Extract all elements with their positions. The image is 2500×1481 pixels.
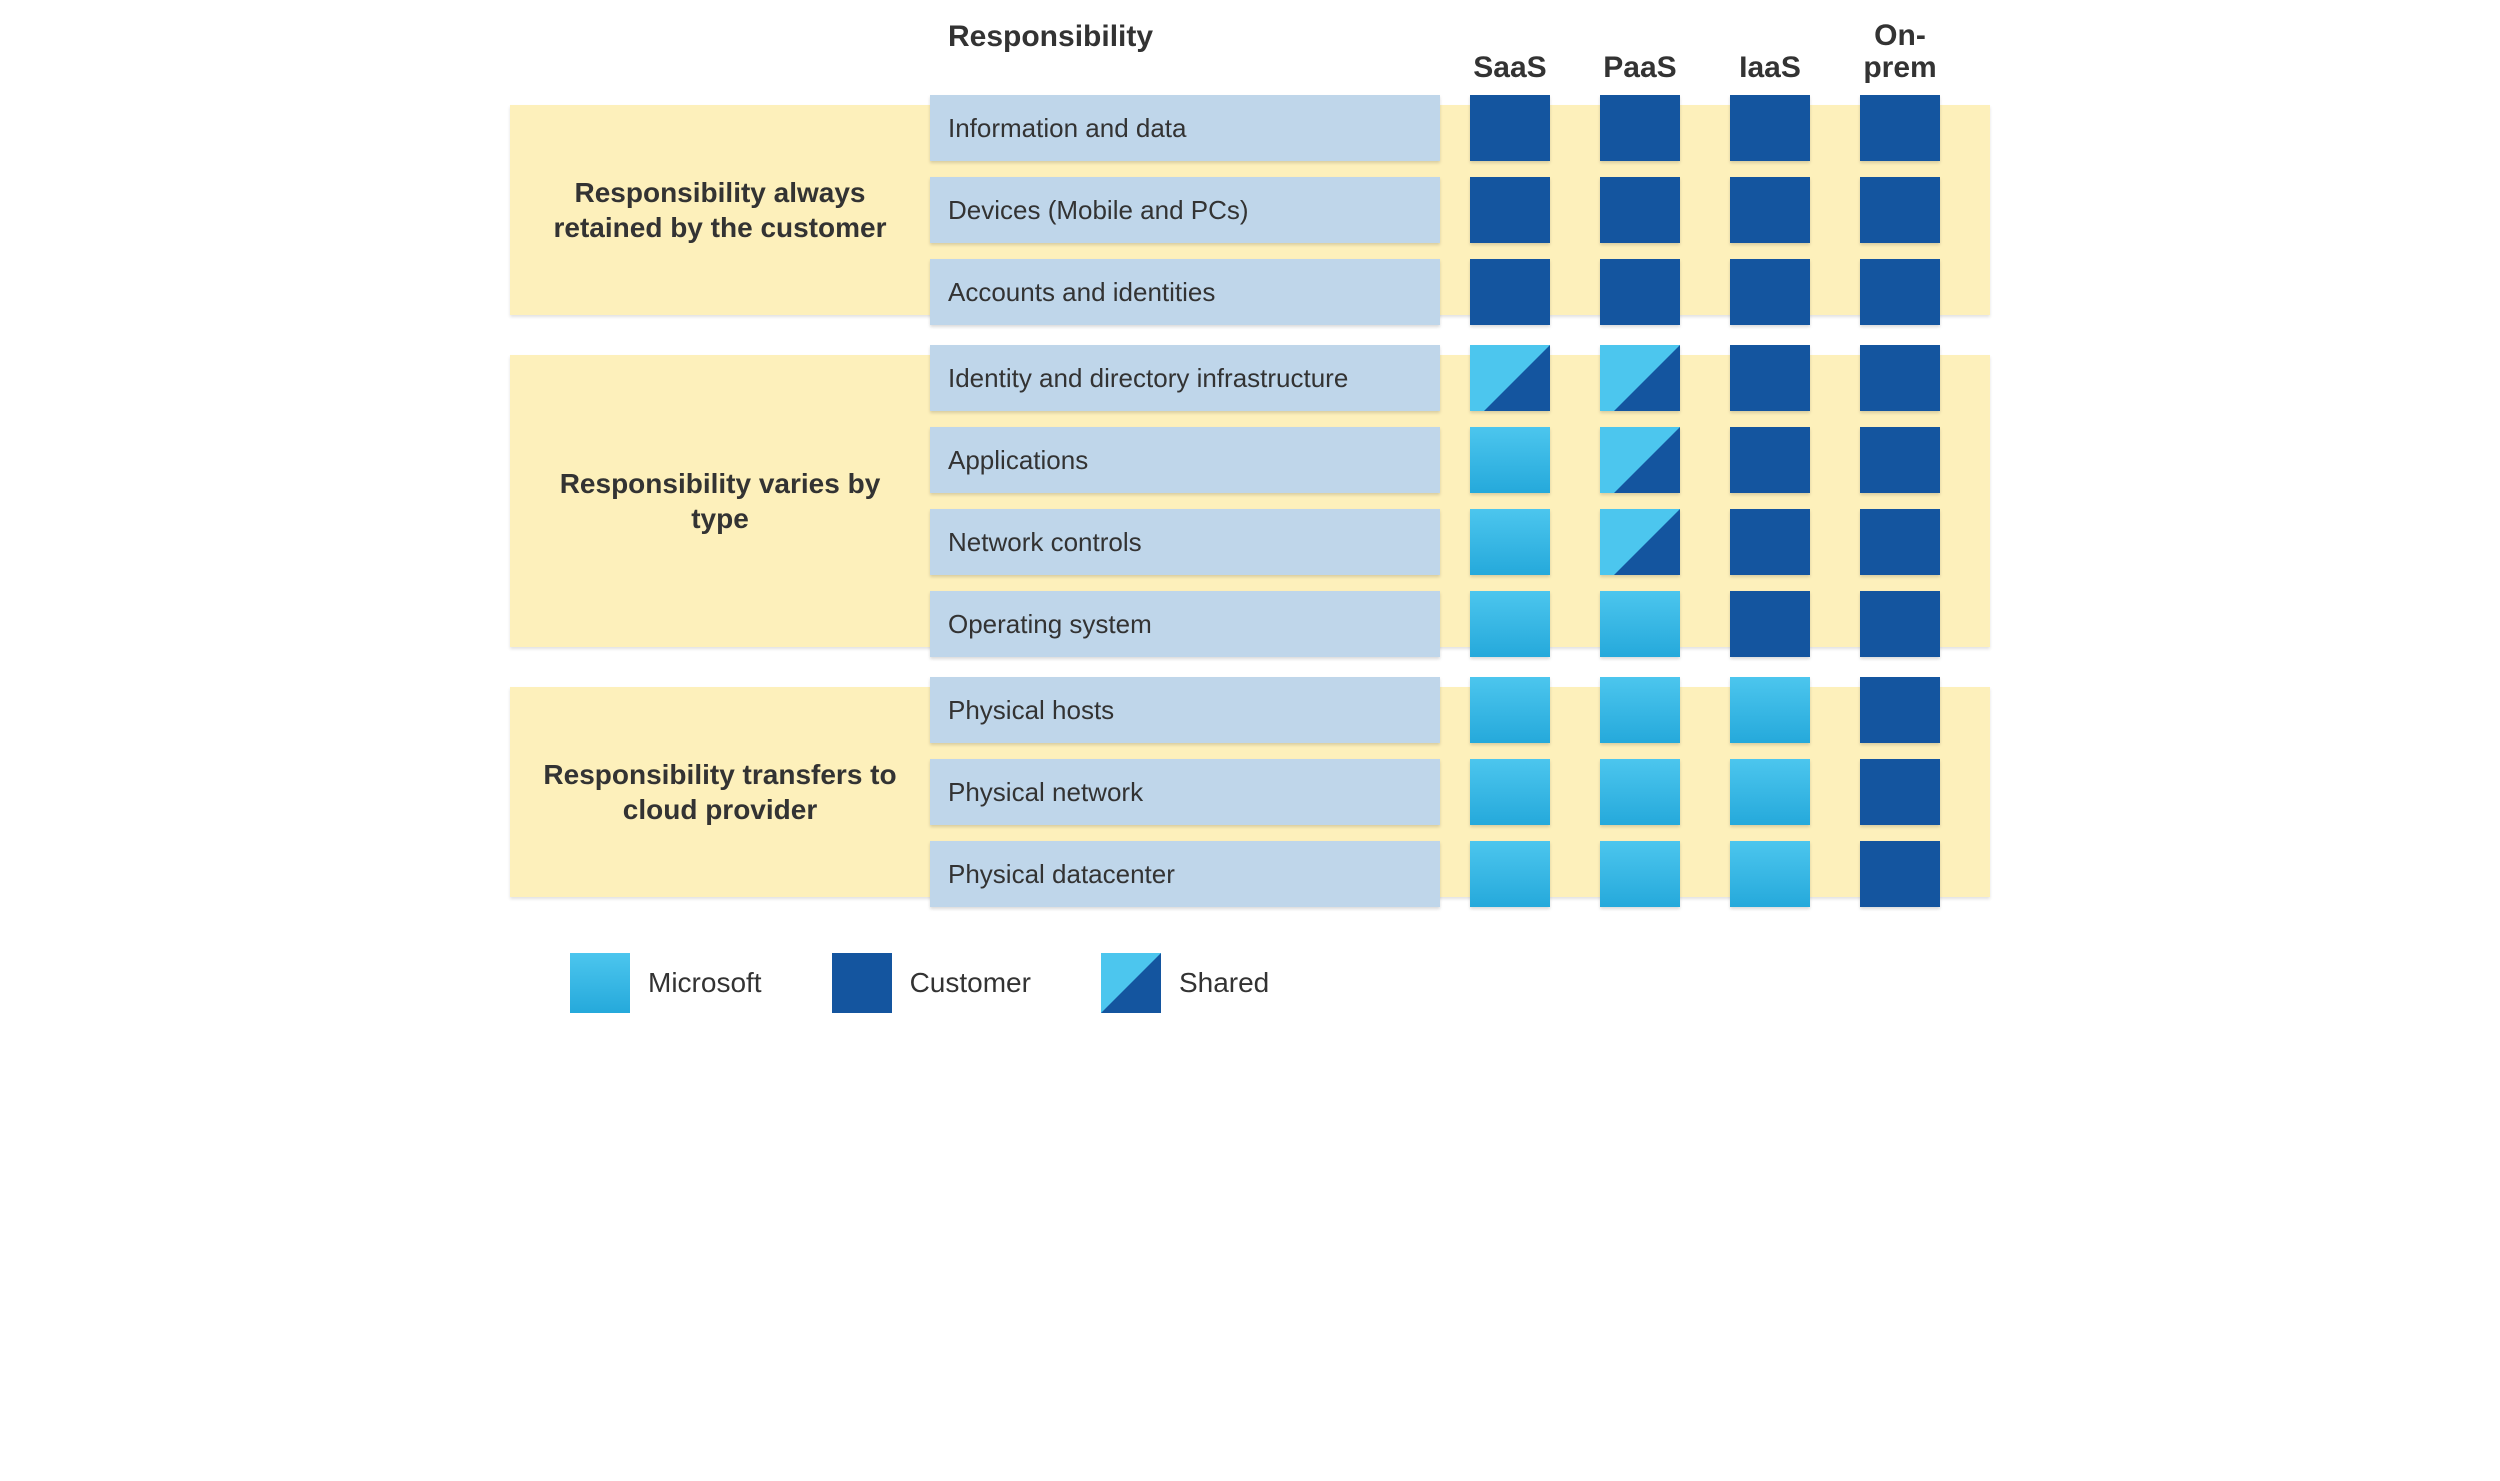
matrix-cell — [1470, 841, 1550, 907]
group: Responsibility always retained by the cu… — [510, 91, 1990, 329]
header-col-onprem: On-prem — [1860, 20, 1940, 83]
header-spacer — [510, 20, 930, 83]
table-row: Accounts and identities — [930, 255, 1970, 329]
group-label: Responsibility varies by type — [510, 341, 930, 661]
matrix-cell — [1730, 177, 1810, 243]
matrix-cell — [1730, 345, 1810, 411]
group-label: Responsibility transfers to cloud provid… — [510, 673, 930, 911]
matrix-cell — [1860, 509, 1940, 575]
matrix-cell — [1600, 259, 1680, 325]
matrix-cell — [1600, 591, 1680, 657]
matrix-cell — [1730, 427, 1810, 493]
responsibility-label: Identity and directory infrastructure — [930, 345, 1440, 411]
responsibility-label: Accounts and identities — [930, 259, 1440, 325]
header-responsibility: Responsibility — [930, 20, 1440, 83]
table-row: Physical hosts — [930, 673, 1970, 747]
matrix-cell — [1600, 345, 1680, 411]
matrix-cell — [1860, 95, 1940, 161]
legend-label: Customer — [910, 967, 1031, 999]
legend: Microsoft Customer Shared — [570, 953, 1990, 1013]
matrix-cell — [1470, 677, 1550, 743]
responsibility-label: Physical datacenter — [930, 841, 1440, 907]
table-row: Information and data — [930, 91, 1970, 165]
responsibility-matrix: Responsibility SaaS PaaS IaaS On-prem Re… — [510, 20, 1990, 1013]
matrix-cell — [1860, 345, 1940, 411]
legend-item: Microsoft — [570, 953, 762, 1013]
matrix-cell — [1600, 95, 1680, 161]
legend-label: Shared — [1179, 967, 1269, 999]
matrix-cell — [1600, 841, 1680, 907]
matrix-cell — [1600, 427, 1680, 493]
header-col-paas: PaaS — [1600, 20, 1680, 83]
responsibility-label: Information and data — [930, 95, 1440, 161]
header-row: Responsibility SaaS PaaS IaaS On-prem — [510, 20, 1990, 83]
matrix-cell — [1470, 95, 1550, 161]
matrix-cell — [1730, 259, 1810, 325]
matrix-cell — [1600, 509, 1680, 575]
table-row: Network controls — [930, 505, 1970, 579]
table-row: Identity and directory infrastructure — [930, 341, 1970, 415]
matrix-cell — [1730, 841, 1810, 907]
matrix-cell — [1860, 677, 1940, 743]
matrix-cell — [1730, 759, 1810, 825]
table-row: Physical network — [930, 755, 1970, 829]
matrix-cell — [1470, 177, 1550, 243]
responsibility-label: Applications — [930, 427, 1440, 493]
responsibility-label: Operating system — [930, 591, 1440, 657]
matrix-cell — [1600, 759, 1680, 825]
table-row: Devices (Mobile and PCs) — [930, 173, 1970, 247]
header-col-iaas: IaaS — [1730, 20, 1810, 83]
matrix-cell — [1860, 759, 1940, 825]
matrix-cell — [1470, 427, 1550, 493]
matrix-cell — [1730, 677, 1810, 743]
responsibility-label: Physical hosts — [930, 677, 1440, 743]
matrix-cell — [1470, 759, 1550, 825]
table-row: Physical datacenter — [930, 837, 1970, 911]
legend-swatch — [1101, 953, 1161, 1013]
legend-label: Microsoft — [648, 967, 762, 999]
group-label: Responsibility always retained by the cu… — [510, 91, 930, 329]
matrix-cell — [1730, 509, 1810, 575]
legend-swatch — [832, 953, 892, 1013]
group: Responsibility varies by typeIdentity an… — [510, 341, 1990, 661]
matrix-cell — [1470, 345, 1550, 411]
matrix-cell — [1600, 177, 1680, 243]
matrix-cell — [1730, 95, 1810, 161]
matrix-cell — [1600, 677, 1680, 743]
table-row: Applications — [930, 423, 1970, 497]
matrix-cell — [1470, 509, 1550, 575]
legend-item: Shared — [1101, 953, 1269, 1013]
matrix-cell — [1860, 591, 1940, 657]
header-col-saas: SaaS — [1470, 20, 1550, 83]
matrix-cell — [1470, 591, 1550, 657]
legend-item: Customer — [832, 953, 1031, 1013]
matrix-cell — [1860, 177, 1940, 243]
matrix-cell — [1860, 259, 1940, 325]
responsibility-label: Physical network — [930, 759, 1440, 825]
matrix-cell — [1470, 259, 1550, 325]
header-columns: SaaS PaaS IaaS On-prem — [1470, 20, 1940, 83]
matrix-cell — [1860, 427, 1940, 493]
legend-swatch — [570, 953, 630, 1013]
responsibility-label: Network controls — [930, 509, 1440, 575]
matrix-cell — [1730, 591, 1810, 657]
matrix-cell — [1860, 841, 1940, 907]
table-row: Operating system — [930, 587, 1970, 661]
responsibility-label: Devices (Mobile and PCs) — [930, 177, 1440, 243]
group: Responsibility transfers to cloud provid… — [510, 673, 1990, 911]
